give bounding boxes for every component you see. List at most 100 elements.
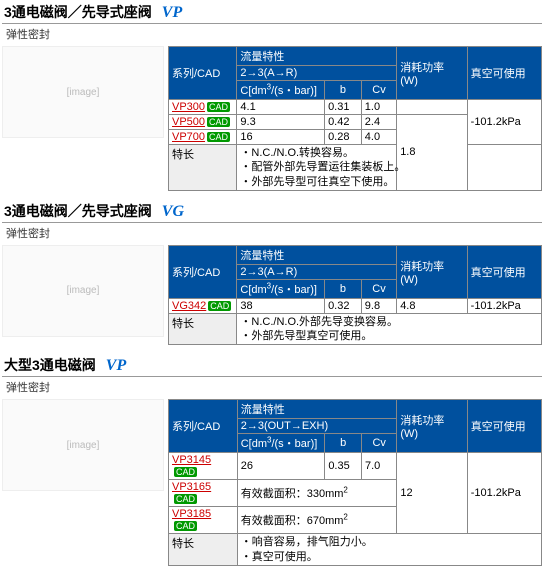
- title-row: 大型3通电磁阀VP: [0, 353, 544, 376]
- cell-power: 4.8: [397, 298, 467, 313]
- cell-c: 26: [237, 453, 325, 480]
- subtitle: 弹性密封: [2, 225, 542, 241]
- col-cv: Cv: [361, 279, 396, 298]
- feature-label: 特长: [169, 145, 237, 191]
- cad-badge[interactable]: CAD: [174, 494, 197, 504]
- col-series: 系列/CAD: [169, 245, 237, 298]
- divider: [2, 376, 542, 377]
- table-row: VG342CAD380.329.84.8-101.2kPa: [169, 298, 542, 313]
- col-series: 系列/CAD: [169, 47, 237, 100]
- divider: [2, 23, 542, 24]
- col-b: b: [325, 279, 362, 298]
- series-link[interactable]: VP3145: [172, 454, 211, 466]
- cell-c: 9.3: [237, 115, 325, 130]
- cell-c: 38: [237, 298, 325, 313]
- col-power: 消耗功率 (W): [397, 400, 467, 453]
- col-flow: 流量特性: [237, 245, 397, 264]
- cell-cv: 2.4: [361, 115, 396, 130]
- cell-series: VG342CAD: [169, 298, 237, 313]
- cell-cv: 1.0: [361, 100, 396, 115]
- cell-power: [397, 100, 467, 115]
- cad-badge[interactable]: CAD: [207, 117, 230, 127]
- feature-text: ・响音容易，排气阻力小。・真空可使用。: [237, 534, 541, 566]
- cell-b: 0.28: [325, 130, 362, 145]
- cell-cv: 4.0: [361, 130, 396, 145]
- cell-c: 有效截面积：670mm2: [237, 507, 397, 534]
- cell-cv: 7.0: [362, 453, 397, 480]
- feature-text: ・N.C./N.O.转换容易。・配管外部先导置运往集装板上。・外部先导型可往真空…: [237, 145, 542, 191]
- cad-badge[interactable]: CAD: [208, 301, 231, 311]
- cell-vacuum: -101.2kPa: [467, 100, 541, 145]
- title-row: 3通电磁阀／先导式座阀 VG: [0, 199, 544, 222]
- cad-badge[interactable]: CAD: [207, 102, 230, 112]
- spec-table: 系列/CAD流量特性消耗功率 (W)真空可使用 2→3(A→R)C[dm3/(s・…: [168, 245, 542, 346]
- series-link[interactable]: VP3185: [172, 508, 211, 520]
- cad-badge[interactable]: CAD: [174, 521, 197, 531]
- feature-label: 特长: [169, 534, 238, 566]
- feature-row: 特长・N.C./N.O.转换容易。・配管外部先导置运往集装板上。・外部先导型可往…: [169, 145, 542, 191]
- title-row: 3通电磁阀／先导式座阀 VP: [0, 0, 544, 23]
- product-image: [image]: [2, 46, 164, 138]
- col-flow-sub: 2→3(OUT→EXH): [237, 419, 397, 434]
- cad-badge[interactable]: CAD: [207, 132, 230, 142]
- section-code: VG: [162, 203, 184, 221]
- feature-label: 特长: [169, 313, 237, 345]
- cell-vacuum: -101.2kPa: [467, 298, 541, 313]
- col-c: C[dm3/(s・bar)]: [237, 279, 325, 298]
- table-row: VP300CAD4.10.311.0-101.2kPa: [169, 100, 542, 115]
- cell-c: 16: [237, 130, 325, 145]
- product-image: [image]: [2, 245, 164, 337]
- cell-b: 0.31: [325, 100, 362, 115]
- col-power: 消耗功率 (W): [397, 245, 467, 298]
- cell-b: 0.42: [325, 115, 362, 130]
- section: 3通电磁阀／先导式座阀 VP 弹性密封 [image]系列/CAD流量特性消耗功率 (…: [0, 0, 544, 191]
- section: 大型3通电磁阀VP弹性密封[image]系列/CAD流量特性消耗功率 (W)真空…: [0, 353, 544, 566]
- col-vacuum: 真空可使用: [467, 47, 541, 100]
- col-b: b: [325, 81, 362, 100]
- feature-row: 特长・N.C./N.O.外部先导变换容易。・外部先导型真空可使用。: [169, 313, 542, 345]
- col-cv: Cv: [362, 434, 397, 453]
- col-flow-sub: 2→3(A→R): [237, 264, 397, 279]
- series-link[interactable]: VP3165: [172, 481, 211, 493]
- cad-badge[interactable]: CAD: [174, 467, 197, 477]
- content-row: [image]系列/CAD流量特性消耗功率 (W)真空可使用2→3(OUT→EX…: [0, 397, 544, 566]
- subtitle: 弹性密封: [2, 26, 542, 42]
- series-link[interactable]: VG342: [172, 300, 206, 312]
- series-link[interactable]: VP700: [172, 131, 205, 143]
- col-c: C[dm3/(s・bar)]: [237, 434, 325, 453]
- cell-series: VP300CAD: [169, 100, 237, 115]
- section-code: VP: [106, 357, 126, 375]
- feature-text: ・N.C./N.O.外部先导变换容易。・外部先导型真空可使用。: [237, 313, 542, 345]
- cell-c: 4.1: [237, 100, 325, 115]
- cell-series: VP500CAD: [169, 115, 237, 130]
- section-title: 3通电磁阀／先导式座阀: [4, 2, 152, 22]
- col-flow: 流量特性: [237, 400, 397, 419]
- col-vacuum: 真空可使用: [467, 245, 541, 298]
- series-link[interactable]: VP300: [172, 101, 205, 113]
- col-flow-sub: 2→3(A→R): [237, 66, 397, 81]
- col-power: 消耗功率 (W): [397, 47, 467, 100]
- series-link[interactable]: VP500: [172, 116, 205, 128]
- divider: [2, 222, 542, 223]
- section: 3通电磁阀／先导式座阀 VG 弹性密封 [image]系列/CAD流量特性消耗功率 (…: [0, 199, 544, 346]
- col-vacuum: 真空可使用: [467, 400, 541, 453]
- cell-series: VP700CAD: [169, 130, 237, 145]
- col-c: C[dm3/(s・bar)]: [237, 81, 325, 100]
- subtitle: 弹性密封: [2, 379, 542, 395]
- col-b: b: [325, 434, 362, 453]
- cell-b: 0.35: [325, 453, 362, 480]
- section-code: VP: [162, 4, 182, 22]
- cell-series: VP3165CAD: [169, 480, 238, 507]
- col-flow: 流量特性: [237, 47, 397, 66]
- cell-cv: 9.8: [361, 298, 396, 313]
- cell-series: VP3145CAD: [169, 453, 238, 480]
- cell-power: 12: [397, 453, 467, 534]
- col-series: 系列/CAD: [169, 400, 238, 453]
- spec-table: 系列/CAD流量特性消耗功率 (W)真空可使用 2→3(A→R)C[dm3/(s・…: [168, 46, 542, 191]
- cell-b: 0.32: [325, 298, 362, 313]
- cell-vacuum: -101.2kPa: [467, 453, 541, 534]
- section-title: 3通电磁阀／先导式座阀: [4, 201, 152, 221]
- content-row: [image]系列/CAD流量特性消耗功率 (W)真空可使用 2→3(A→R)C[…: [0, 243, 544, 346]
- col-cv: Cv: [361, 81, 396, 100]
- content-row: [image]系列/CAD流量特性消耗功率 (W)真空可使用 2→3(A→R)C[…: [0, 44, 544, 191]
